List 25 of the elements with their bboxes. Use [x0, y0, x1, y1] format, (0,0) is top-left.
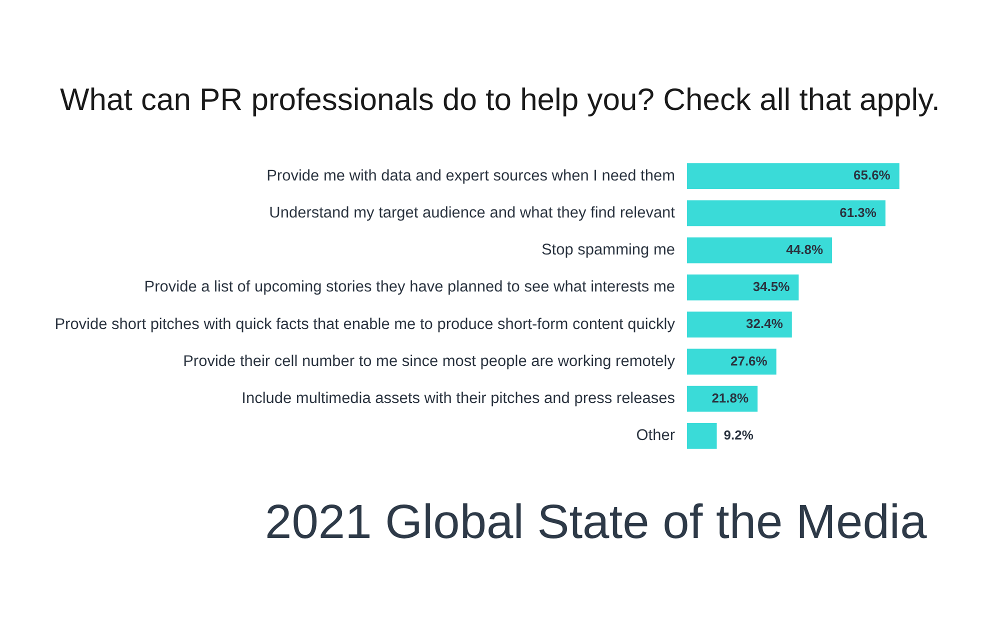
data-label: 27.6% [730, 353, 768, 368]
text: 2021 Global State of the Media [265, 495, 927, 550]
chart-title: What can PR professionals do to help you? Check all that apply. [59, 82, 941, 118]
y-tick-label: Include multimedia assets with their pitches and press releases [242, 390, 676, 408]
bar [687, 312, 792, 338]
y-tick-label: Understand my target audience and what they find relevant [269, 204, 676, 222]
data-label: 21.8% [712, 390, 750, 406]
bar [687, 200, 886, 226]
data-label: 65.6% [854, 168, 891, 183]
bar [687, 422, 717, 449]
y-tick-label: Provide a list of upcoming stories they have planned to see what interests me [144, 278, 675, 296]
bar [687, 348, 776, 375]
bar [687, 237, 832, 264]
bar [687, 163, 900, 190]
y-tick-label: Provide me with data and expert sources when I need them [266, 167, 675, 184]
y-tick-label: Stop spamming me [541, 242, 675, 259]
y-tick-label: Provide short pitches with quick facts that enable me to produce short-form content quickly [54, 316, 676, 333]
data-label: 44.8% [786, 242, 824, 257]
data-label: 32.4% [746, 316, 784, 332]
y-tick-label: Other [636, 427, 675, 444]
y-tick-label: Provide their cell number to me since most people are working remotely [183, 352, 676, 370]
data-label: 9.2% [724, 428, 754, 443]
data-label: 34.5% [752, 279, 790, 294]
bar [687, 274, 799, 300]
data-label: 61.3% [840, 204, 877, 220]
